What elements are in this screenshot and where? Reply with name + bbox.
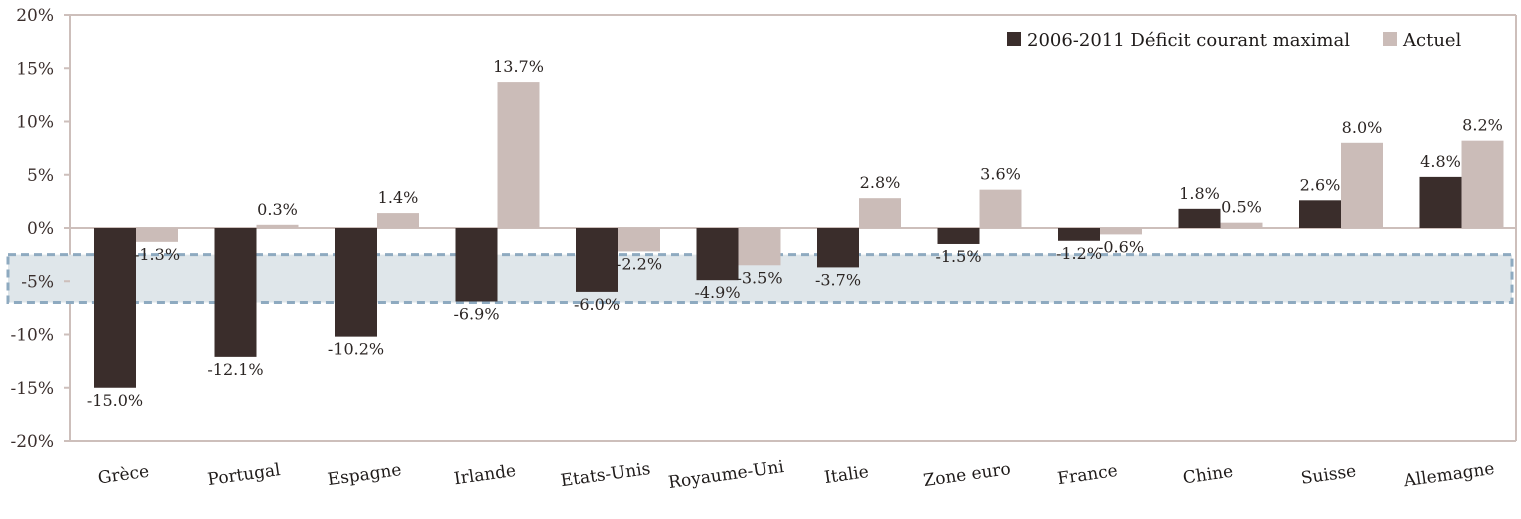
y-tick-label: 0% <box>27 219 54 239</box>
category-label: Italie <box>823 462 870 488</box>
bar-deficit-2 <box>335 228 377 337</box>
bar-deficit-9 <box>1178 208 1221 228</box>
category-label: Royaume-Uni <box>667 457 786 493</box>
data-label-deficit-2: -10.2% <box>328 340 384 359</box>
bar-deficit-7 <box>937 228 980 244</box>
bar-actuel-0 <box>136 228 178 242</box>
data-label-deficit-9: 1.8% <box>1179 184 1220 203</box>
bar-actuel-3 <box>497 82 540 228</box>
data-label-deficit-11: 4.8% <box>1420 152 1461 171</box>
plot-frame <box>69 14 1517 442</box>
bar-deficit-5 <box>696 228 739 281</box>
category-label: Etats-Unis <box>560 459 652 491</box>
y-tick-label: -20% <box>10 432 54 452</box>
category-label: Espagne <box>326 460 402 490</box>
category-label: Chine <box>1182 462 1235 489</box>
legend-label-deficit: 2006-2011 Déficit courant maximal <box>1027 30 1350 51</box>
y-tick-label: -10% <box>10 326 54 346</box>
data-labels: -15.0% -1.3% -12.1% 0.3% -10.2% 1.4% -6.9% 13.7… <box>87 57 1503 410</box>
bar-actuel-8 <box>1100 228 1142 235</box>
bar-actuel-4 <box>618 228 660 252</box>
x-axis: Grèce Portugal Espagne Irlande Etats-Unis Roy… <box>97 457 1496 493</box>
category-label: Zone euro <box>922 459 1012 491</box>
data-label-deficit-4: -6.0% <box>574 295 620 314</box>
y-tick-label: 10% <box>16 113 54 133</box>
data-label-actuel-3: 13.7% <box>493 57 544 76</box>
category-label: Irlande <box>453 461 517 489</box>
bar-deficit-3 <box>455 228 498 302</box>
bar-actuel-10 <box>1341 142 1383 228</box>
bar-deficit-0 <box>94 228 136 388</box>
bars <box>94 82 1504 388</box>
data-label-actuel-11: 8.2% <box>1462 116 1503 135</box>
y-tick-label: -5% <box>21 272 54 292</box>
bar-deficit-11 <box>1419 176 1462 228</box>
data-label-actuel-0: -1.3% <box>134 245 180 264</box>
data-label-actuel-9: 0.5% <box>1221 198 1262 217</box>
legend-swatch-actuel <box>1383 32 1397 46</box>
data-label-actuel-10: 8.0% <box>1342 118 1383 137</box>
bar-deficit-8 <box>1058 228 1100 241</box>
data-label-deficit-5: -4.9% <box>694 283 740 302</box>
bar-actuel-6 <box>859 198 901 228</box>
y-tick-label: -15% <box>10 379 54 399</box>
bar-actuel-11 <box>1461 140 1504 228</box>
category-label: Suisse <box>1300 461 1358 489</box>
bar-actuel-2 <box>377 213 419 228</box>
data-label-deficit-6: -3.7% <box>815 270 861 289</box>
data-label-deficit-1: -12.1% <box>207 360 263 379</box>
data-label-deficit-3: -6.9% <box>453 304 499 323</box>
data-label-actuel-5: -3.5% <box>736 268 782 287</box>
y-tick-label: 15% <box>16 59 54 79</box>
bar-actuel-9 <box>1220 222 1263 228</box>
category-label: Allemagne <box>1401 459 1495 492</box>
data-label-deficit-0: -15.0% <box>87 391 143 410</box>
bar-deficit-4 <box>576 228 618 292</box>
category-label: France <box>1056 461 1119 489</box>
category-label: Portugal <box>206 460 281 490</box>
y-tick-label: 5% <box>27 166 54 186</box>
data-label-actuel-7: 3.6% <box>980 165 1021 184</box>
data-label-deficit-8: -1.2% <box>1056 244 1102 263</box>
legend-swatch-deficit <box>1007 32 1021 46</box>
category-label: Grèce <box>97 462 151 489</box>
bar-actuel-1 <box>256 224 299 228</box>
y-tick-label: 20% <box>16 6 54 26</box>
data-label-actuel-2: 1.4% <box>378 188 419 207</box>
data-label-actuel-6: 2.8% <box>860 173 901 192</box>
bar-actuel-5 <box>738 228 781 266</box>
bar-deficit-1 <box>214 228 257 357</box>
data-label-actuel-4: -2.2% <box>616 254 662 273</box>
y-axis: 20% 15% 10% 5% 0% -5% -10% -15% -20% <box>10 6 70 452</box>
data-label-deficit-10: 2.6% <box>1300 175 1341 194</box>
bar-deficit-10 <box>1299 200 1341 228</box>
data-label-actuel-8: -0.6% <box>1098 237 1144 256</box>
data-label-actuel-1: 0.3% <box>257 200 298 219</box>
legend: 2006-2011 Déficit courant maximal Actuel <box>1007 30 1462 51</box>
bar-deficit-6 <box>817 228 859 268</box>
bar-actuel-7 <box>979 189 1022 228</box>
legend-label-actuel: Actuel <box>1402 30 1462 51</box>
data-label-deficit-7: -1.5% <box>935 247 981 266</box>
